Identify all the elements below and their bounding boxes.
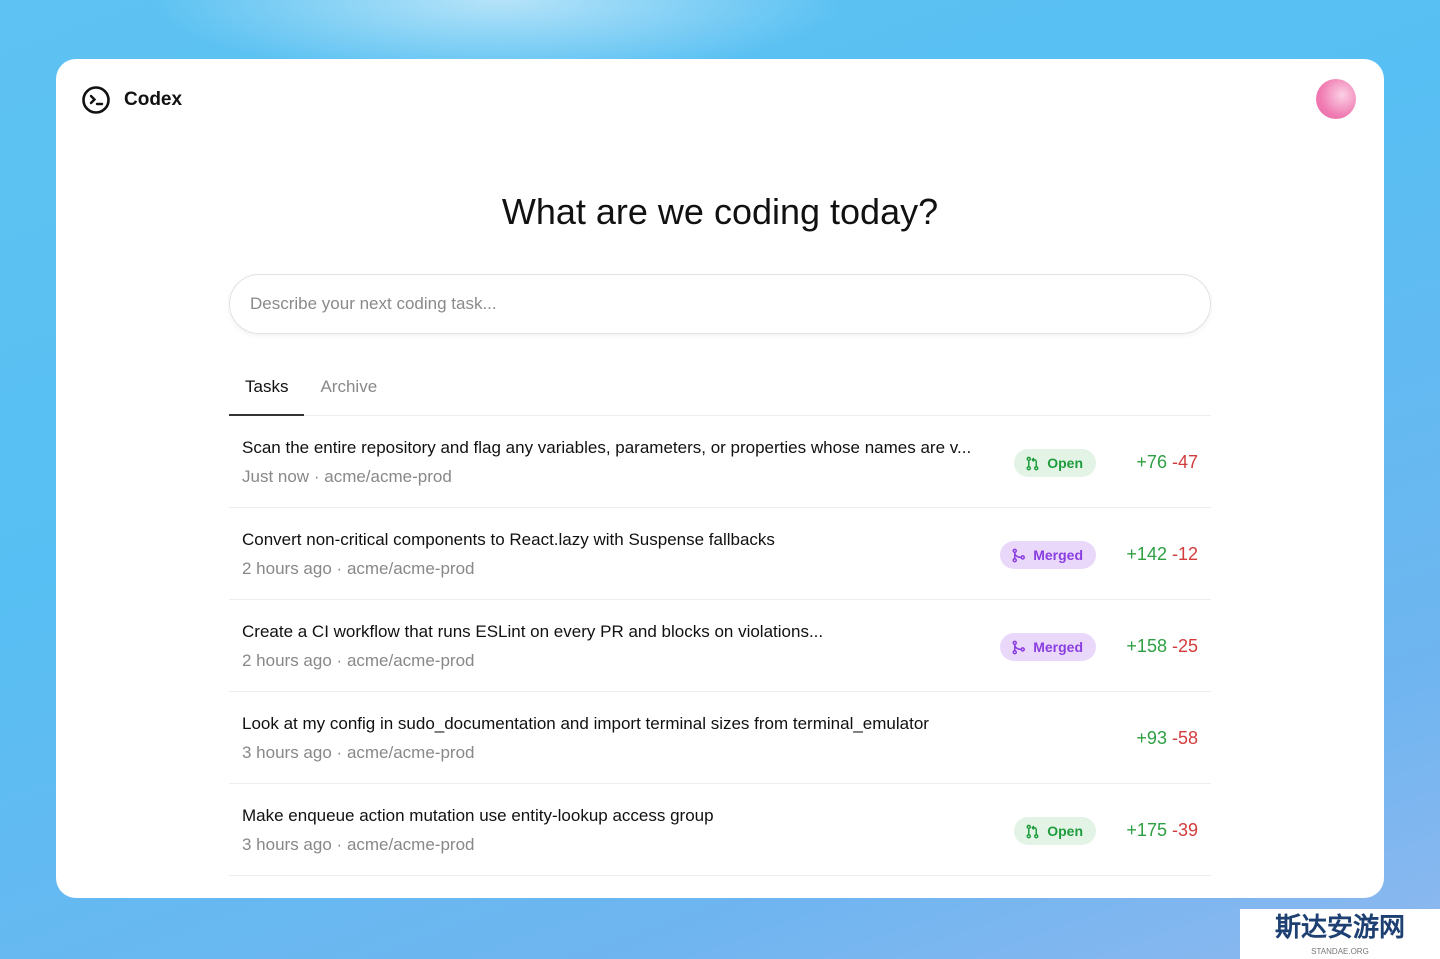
additions: +93 — [1136, 728, 1167, 748]
task-meta: 2 hours ago · acme/acme-prod — [242, 651, 475, 671]
user-avatar[interactable] — [1316, 79, 1356, 119]
task-title: Scan the entire repository and flag any … — [242, 438, 972, 457]
tab-bar: Tasks Archive — [229, 369, 1211, 416]
task-row[interactable]: Convert non-critical components to React… — [229, 508, 1211, 600]
separator: · — [336, 743, 343, 762]
task-meta: 3 hours ago · acme/acme-prod — [242, 743, 475, 763]
diff-stats: +158 -25 — [1126, 636, 1198, 657]
task-repo: acme/acme-prod — [346, 651, 475, 670]
main-window: Codex What are we coding today? Tasks Ar… — [56, 59, 1384, 898]
task-list: Scan the entire repository and flag any … — [229, 416, 1211, 876]
task-row[interactable]: Scan the entire repository and flag any … — [229, 416, 1211, 508]
tab-tasks[interactable]: Tasks — [229, 369, 305, 416]
deletions: -12 — [1171, 544, 1198, 564]
merge-icon — [1012, 548, 1026, 562]
status-badge[interactable]: Merged — [1000, 541, 1096, 569]
pull-request-icon — [1026, 456, 1039, 470]
status-label: Open — [1047, 455, 1083, 471]
task-title: Create a CI workflow that runs ESLint on… — [242, 622, 824, 641]
status-label: Open — [1047, 823, 1083, 839]
task-time: 2 hours ago — [242, 651, 332, 670]
deletions: -58 — [1171, 728, 1198, 748]
diff-stats: +175 -39 — [1126, 820, 1198, 841]
page-title: What are we coding today? — [501, 191, 939, 232]
task-meta: 2 hours ago · acme/acme-prod — [242, 559, 475, 579]
additions: +142 — [1126, 544, 1167, 564]
watermark-text: 斯达安游网 — [1274, 913, 1405, 943]
status-label: Merged — [1033, 547, 1083, 563]
task-meta: Just now · acme/acme-prod — [242, 467, 452, 487]
diff-stats: +76 -47 — [1136, 452, 1198, 473]
app-logo[interactable]: Codex — [81, 85, 182, 115]
task-title: Look at my config in sudo_documentation … — [242, 714, 929, 733]
task-title: Convert non-critical components to React… — [242, 530, 775, 549]
task-row[interactable]: Create a CI workflow that runs ESLint on… — [229, 600, 1211, 692]
task-time: Just now — [242, 467, 310, 486]
pull-request-icon — [1026, 824, 1039, 838]
task-meta: 3 hours ago · acme/acme-prod — [242, 835, 475, 855]
status-label: Merged — [1033, 639, 1083, 655]
task-repo: acme/acme-prod — [346, 559, 475, 578]
task-repo: acme/acme-prod — [346, 835, 475, 854]
status-badge[interactable]: Open — [1014, 449, 1096, 477]
diff-stats: +93 -58 — [1136, 728, 1198, 749]
codex-logo-icon — [82, 86, 110, 114]
watermark-sub: STANDAE.ORG — [1311, 947, 1369, 956]
task-time: 2 hours ago — [242, 559, 332, 578]
additions: +158 — [1126, 636, 1167, 656]
task-row[interactable]: Make enqueue action mutation use entity-… — [229, 784, 1211, 876]
watermark: 斯达安游网 STANDAE.ORG — [1240, 909, 1440, 959]
separator: · — [336, 835, 343, 854]
task-repo: acme/acme-prod — [324, 467, 452, 486]
deletions: -47 — [1171, 452, 1198, 472]
separator: · — [336, 651, 343, 670]
task-time: 3 hours ago — [242, 835, 332, 854]
additions: +76 — [1136, 452, 1167, 472]
task-title: Make enqueue action mutation use entity-… — [242, 806, 714, 825]
deletions: -39 — [1171, 820, 1198, 840]
status-badge[interactable]: Open — [1014, 817, 1096, 845]
task-repo: acme/acme-prod — [346, 743, 475, 762]
additions: +175 — [1126, 820, 1167, 840]
task-input[interactable] — [229, 274, 1211, 334]
deletions: -25 — [1171, 636, 1198, 656]
status-badge[interactable]: Merged — [1000, 633, 1096, 661]
separator: · — [313, 467, 320, 486]
tab-archive[interactable]: Archive — [320, 377, 378, 396]
merge-icon — [1012, 640, 1026, 654]
diff-stats: +142 -12 — [1126, 544, 1198, 565]
task-row[interactable]: Look at my config in sudo_documentation … — [229, 692, 1211, 784]
separator: · — [336, 559, 343, 578]
app-name: Codex — [124, 89, 183, 110]
task-time: 3 hours ago — [242, 743, 332, 762]
